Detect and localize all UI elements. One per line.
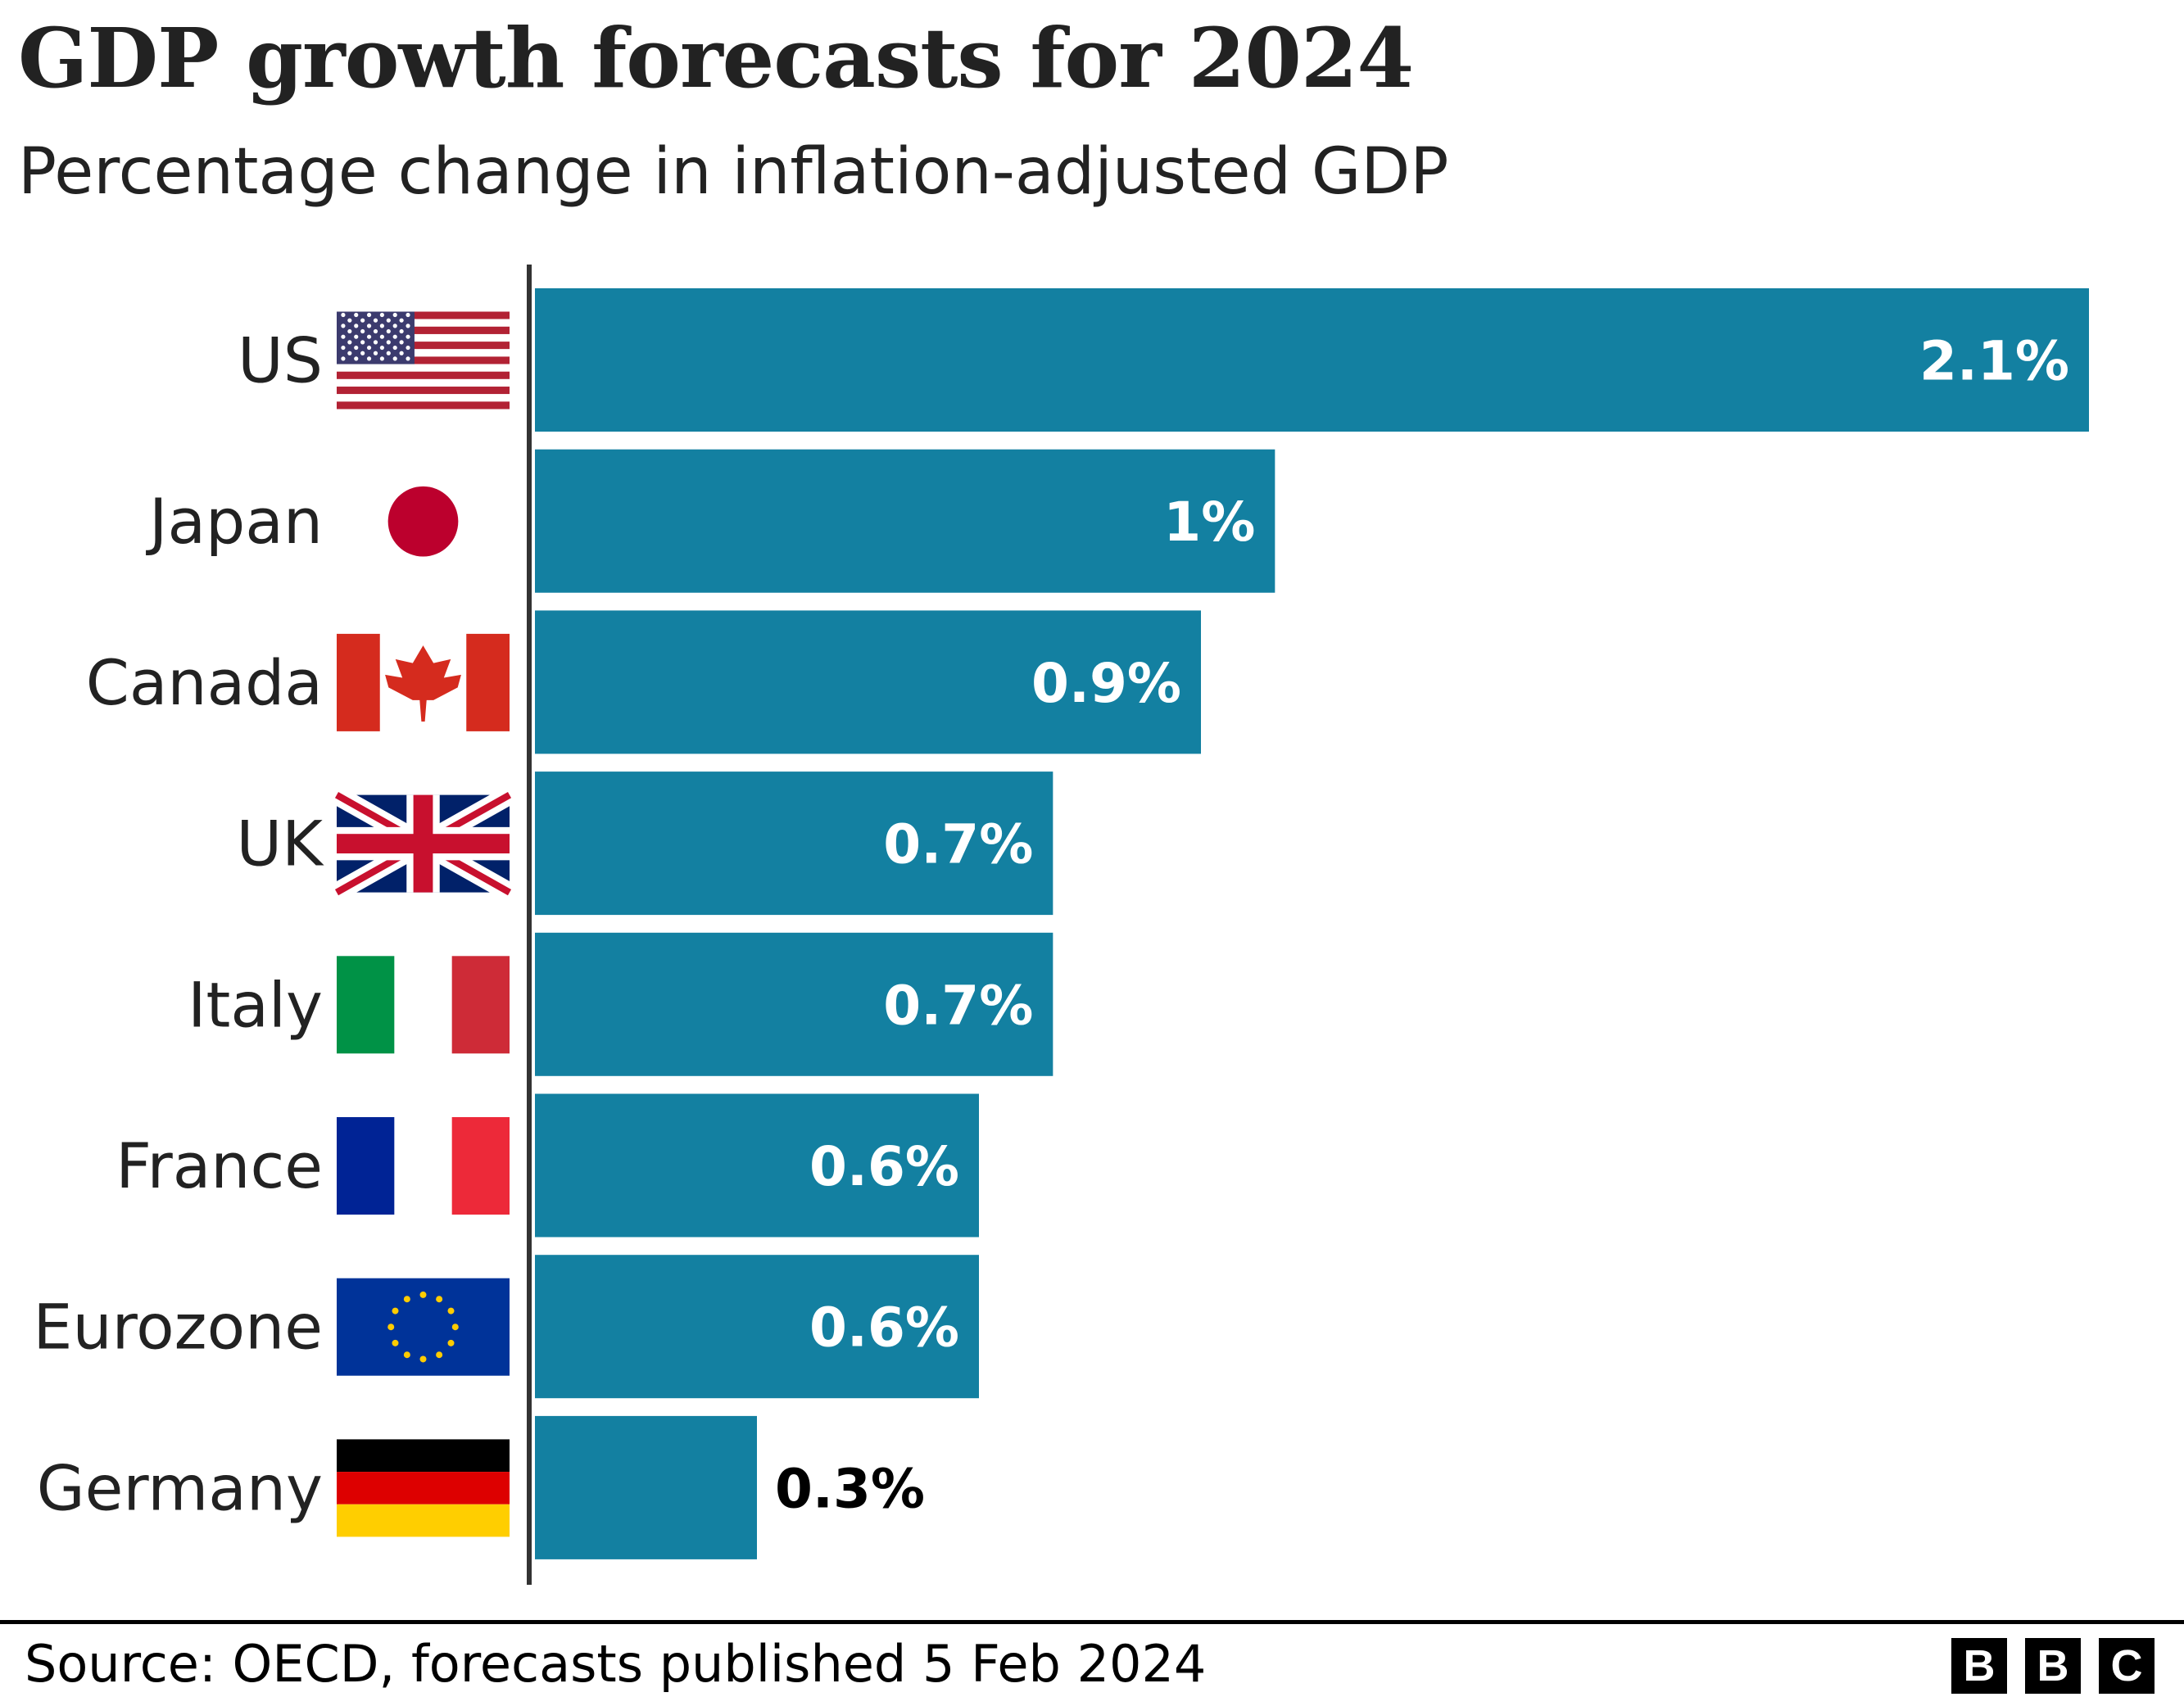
data-label: 0.9% [1031,652,1181,715]
bar [535,772,1053,916]
category-label: Germany [37,1451,323,1524]
chart-subtitle: Percentage change in inflation-adjusted … [18,135,1449,209]
bar [535,1093,979,1238]
footer-divider [0,1620,2184,1624]
data-label: 0.3% [775,1457,925,1520]
category-label: France [116,1129,323,1202]
data-label: 0.7% [883,974,1033,1037]
category-label: Canada [86,646,323,719]
category-label: Italy [188,968,323,1041]
bbc-logo-letter: B [2025,1638,2081,1694]
bar-chart: US 2.1% Japan 1% Canada 0.9% UK 0.7% Italy 0.7% Fr… [33,265,2089,1585]
data-label: 2.1% [1919,330,2069,393]
italy-flag-icon [337,956,510,1054]
japan-flag-icon [387,486,459,557]
bar [535,1415,757,1559]
bar [535,449,1276,593]
canada-flag-icon [337,633,510,731]
data-label: 0.6% [809,1296,959,1360]
data-label: 1% [1163,491,1255,554]
category-label: US [238,324,323,397]
chart-title: GDP growth forecasts for 2024 [18,10,1414,106]
bar [535,610,1201,754]
data-label: 0.6% [809,1135,959,1198]
y-axis-line [527,265,532,1585]
category-label: UK [237,808,325,880]
germany-flag-icon [337,1439,510,1537]
us-flag-icon [337,311,510,410]
category-label: Japan [146,485,323,558]
france-flag-icon [337,1117,510,1215]
bbc-logo-letter: C [2099,1638,2155,1694]
category-label: Eurozone [33,1291,323,1364]
eu-flag-icon [337,1278,510,1376]
bar [535,288,2089,432]
bar [535,1255,979,1399]
source-note: Source: OECD, forecasts published 5 Feb … [25,1634,1207,1694]
data-label: 0.7% [883,813,1033,876]
bar [535,932,1053,1076]
bbc-logo: B B C [1951,1638,2155,1694]
uk-flag-icon [332,786,514,901]
bbc-logo-letter: B [1951,1638,2007,1694]
